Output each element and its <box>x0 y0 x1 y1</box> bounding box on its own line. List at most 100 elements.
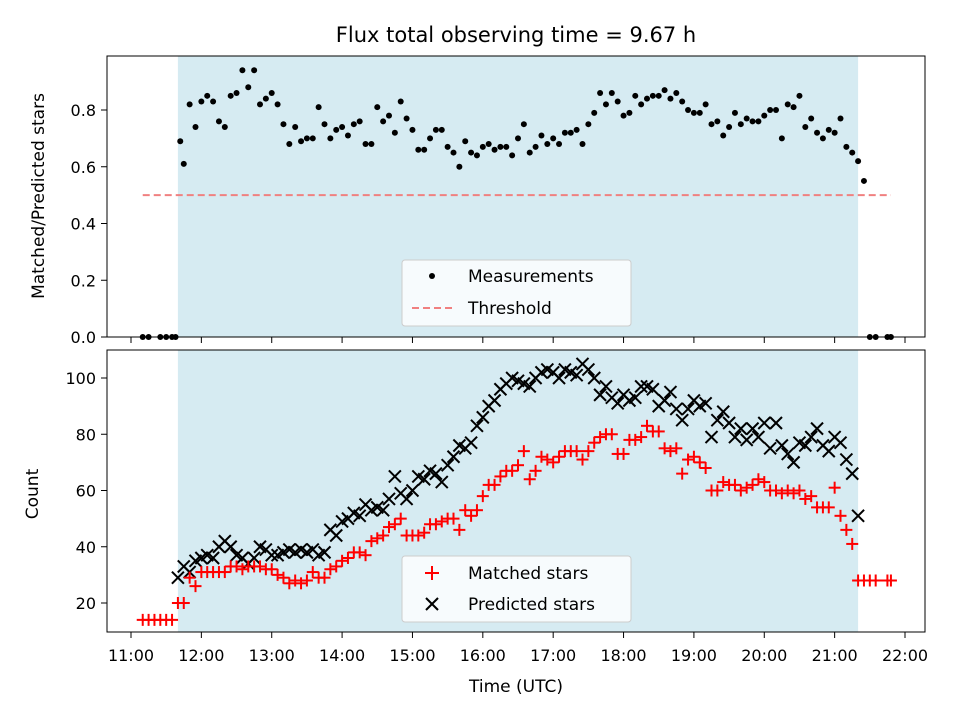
matched-star-point <box>494 470 507 483</box>
measurement-point <box>585 121 592 128</box>
matched-star-point <box>846 537 859 550</box>
measurement-point <box>749 118 756 125</box>
measurement-point <box>778 135 785 142</box>
matched-star-point <box>447 512 460 525</box>
predicted-star-point <box>739 433 754 447</box>
matched-star-point <box>641 419 653 432</box>
measurement-point <box>673 89 680 96</box>
matched-star-point <box>359 549 372 562</box>
matched-star-point <box>605 428 618 441</box>
measurement-point <box>708 121 715 128</box>
matched-star-point <box>740 481 753 494</box>
x-tick-label: 21:00 <box>812 646 858 665</box>
measurement-point <box>849 149 856 156</box>
matched-star-point <box>435 515 448 528</box>
chart-title: Flux total observing time = 9.67 h <box>336 23 696 47</box>
measurement-point <box>649 92 656 99</box>
matched-star-point <box>582 445 595 458</box>
predicted-star-point <box>599 379 613 394</box>
matched-star-point <box>787 487 800 500</box>
matched-star-point <box>746 478 759 491</box>
matched-star-point <box>177 597 190 609</box>
counts-y-tick-label: 20 <box>76 594 96 613</box>
predicted-star-point <box>810 421 824 436</box>
predicted-star-point <box>399 492 414 506</box>
predicted-star-point <box>352 509 367 523</box>
matched-star-point <box>300 574 313 587</box>
counts-y-tick-label: 80 <box>76 425 96 444</box>
counts-y-tick-label: 100 <box>65 369 96 388</box>
measurement-point <box>773 107 779 113</box>
predicted-star-point <box>446 450 461 464</box>
measurement-point <box>192 124 199 131</box>
measurement-point <box>550 135 557 142</box>
matched-star-point <box>383 521 395 534</box>
predicted-star-point <box>417 472 431 486</box>
matched-star-point <box>254 560 266 573</box>
ratio-y-tick-label: 0.4 <box>71 215 96 234</box>
matched-star-point <box>295 577 308 590</box>
measurement-point <box>837 115 844 122</box>
matched-star-point <box>629 433 642 446</box>
measurement-point <box>503 143 510 150</box>
predicted-star-point <box>681 402 695 416</box>
predicted-star-point <box>329 528 343 543</box>
matched-star-point <box>265 563 278 576</box>
matched-star-point <box>218 566 231 579</box>
matched-star-point <box>752 473 765 486</box>
measurement-point <box>825 126 832 133</box>
matched-star-point <box>189 580 202 593</box>
matched-star-point <box>271 568 284 581</box>
predicted-star-point <box>487 393 502 408</box>
matched-star-point <box>840 523 853 536</box>
predicted-star-point <box>839 452 854 467</box>
measurement-point <box>767 107 774 113</box>
x-tick-label: 13:00 <box>249 646 295 665</box>
matched-star-point <box>236 563 249 576</box>
matched-star-point <box>770 484 782 497</box>
measurement-point <box>520 121 527 128</box>
matched-star-point <box>277 571 290 584</box>
matched-star-point <box>687 450 700 463</box>
counts-y-tick-label: 60 <box>76 482 96 501</box>
ratio-axes-frame <box>106 55 926 338</box>
measurement-point <box>339 124 346 131</box>
predicted-star-point <box>247 551 261 565</box>
matched-star-point <box>523 473 536 486</box>
predicted-star-point <box>722 416 736 430</box>
predicted-star-point <box>435 475 449 489</box>
measurement-point <box>309 135 316 142</box>
measurement-point <box>497 143 504 150</box>
matched-star-point <box>576 453 589 466</box>
measurement-point <box>667 95 674 102</box>
predicted-star-point <box>757 416 771 430</box>
matched-star-point <box>336 554 349 567</box>
measurement-point <box>456 163 463 170</box>
legend-measurements-label: Measurements <box>468 267 594 287</box>
measurement-point <box>403 115 410 122</box>
measurement-point <box>315 104 322 111</box>
matched-star-point <box>553 450 566 463</box>
matched-star-point <box>470 504 483 517</box>
matched-star-point <box>418 526 431 539</box>
legend-measurements-marker <box>429 273 435 279</box>
predicted-star-point <box>769 416 783 430</box>
matched-star-point <box>693 456 706 469</box>
predicted-star-point <box>587 371 601 385</box>
measurement-point <box>720 132 727 139</box>
measurement-point <box>356 118 363 125</box>
measurement-point <box>714 118 721 125</box>
counts-y-tick-label: 40 <box>76 538 96 557</box>
measurement-point <box>438 126 445 133</box>
matched-star-point <box>388 518 401 531</box>
measurement-point <box>743 115 750 122</box>
measurement-point <box>368 141 375 148</box>
measurement-point <box>344 132 351 139</box>
measurement-point <box>177 138 184 145</box>
measurement-point <box>737 121 744 128</box>
ratio-y-tick-label: 0.2 <box>71 271 96 290</box>
measurement-point <box>644 95 650 102</box>
measurement-point <box>262 95 269 102</box>
measurement-point <box>274 101 281 108</box>
measurement-point <box>608 89 615 96</box>
